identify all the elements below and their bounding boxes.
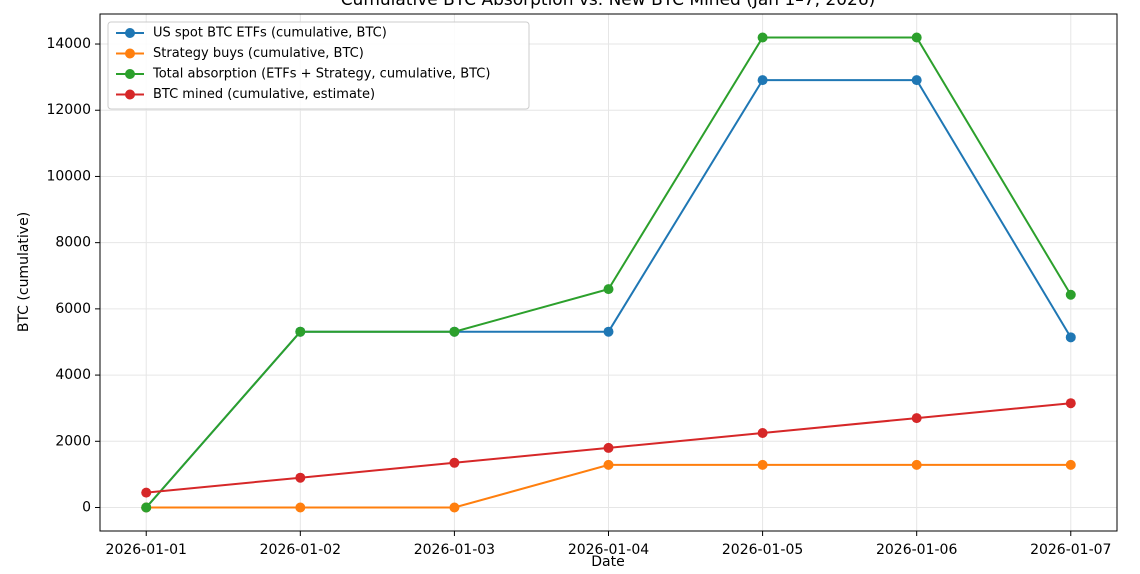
- data-point: [141, 502, 152, 513]
- data-point: [295, 326, 306, 337]
- y-tick-label: 8000: [55, 235, 91, 251]
- y-tick-label: 10000: [46, 168, 91, 184]
- data-point: [757, 459, 768, 470]
- data-point: [449, 457, 460, 468]
- data-point: [603, 442, 614, 453]
- legend-label: Total absorption (ETFs + Strategy, cumul…: [152, 67, 490, 82]
- legend-marker: [125, 28, 135, 38]
- y-tick-label: 2000: [55, 433, 91, 449]
- data-point: [1065, 398, 1076, 409]
- data-point: [757, 32, 768, 43]
- legend-marker: [125, 89, 135, 100]
- legend-label: US spot BTC ETFs (cumulative, BTC): [153, 26, 387, 41]
- y-tick-label: 4000: [55, 367, 91, 383]
- data-point: [449, 502, 460, 513]
- data-point: [911, 32, 922, 43]
- data-point: [911, 459, 922, 470]
- legend-label: Strategy buys (cumulative, BTC): [153, 46, 364, 61]
- legend-marker: [125, 48, 135, 59]
- data-point: [603, 459, 614, 470]
- legend-label: BTC mined (cumulative, estimate): [153, 87, 375, 102]
- chart-title: Cumulative BTC Absorption vs. New BTC Mi…: [341, 0, 876, 10]
- y-tick-label: 14000: [46, 36, 91, 52]
- x-tick-label: 2026-01-01: [106, 542, 187, 558]
- data-point: [911, 413, 922, 424]
- plot-frame: [99, 13, 1118, 532]
- x-tick-label: 2026-01-07: [1030, 542, 1111, 558]
- x-tick-label: 2026-01-04: [568, 542, 649, 558]
- data-point: [757, 428, 768, 439]
- x-axis-label: Date: [591, 554, 624, 570]
- x-tick-label: 2026-01-02: [260, 542, 341, 558]
- y-tick-label: 0: [82, 499, 91, 515]
- data-point: [295, 472, 306, 483]
- legend-marker: [125, 69, 135, 79]
- y-tick-label: 6000: [55, 301, 91, 317]
- data-point: [295, 502, 306, 513]
- y-tick-label: 12000: [46, 102, 91, 118]
- y-axis-label: BTC (cumulative): [16, 212, 32, 332]
- x-tick-label: 2026-01-06: [876, 542, 957, 558]
- data-point: [1065, 289, 1076, 300]
- data-point: [757, 75, 768, 86]
- data-point: [1065, 459, 1076, 470]
- data-point: [1065, 332, 1076, 343]
- data-point: [603, 326, 614, 337]
- data-point: [911, 75, 922, 86]
- data-point: [603, 284, 614, 295]
- data-point: [449, 326, 460, 337]
- data-point: [141, 487, 152, 498]
- x-tick-label: 2026-01-05: [722, 542, 803, 558]
- x-tick-label: 2026-01-03: [414, 542, 495, 558]
- legend-box: [107, 21, 530, 110]
